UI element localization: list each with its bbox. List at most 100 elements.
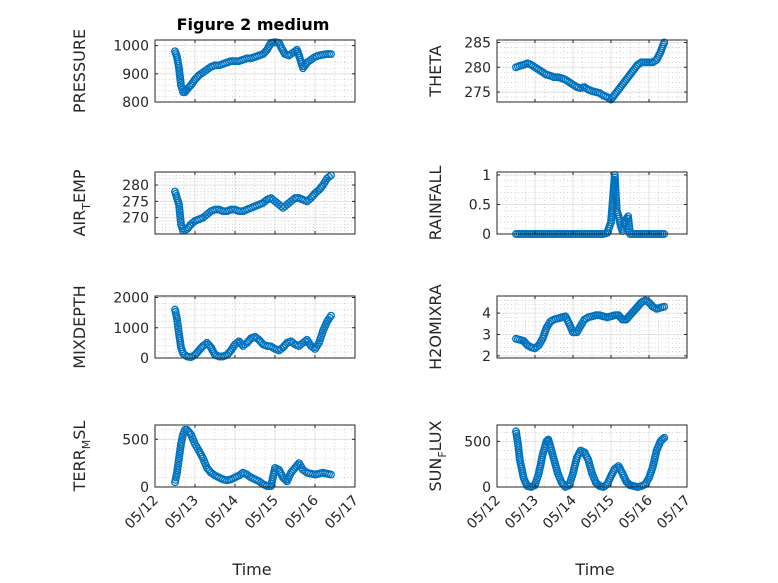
y-axis-label: SUNFLUX	[426, 420, 449, 491]
subplot-2: 275 280 285 THETA	[426, 35, 688, 104]
tick-marks	[496, 425, 688, 488]
y-axis-label-rest: LUX	[426, 420, 445, 451]
y-tick-label: 900	[122, 67, 149, 83]
data-point	[233, 338, 241, 347]
data-point	[611, 181, 620, 190]
data-point	[660, 302, 669, 311]
y-tick-label: 285	[464, 35, 491, 51]
data-point	[612, 196, 621, 205]
data-point	[185, 429, 194, 437]
x-tick-label: 05/14	[540, 492, 580, 532]
data-point	[327, 50, 335, 59]
data-point	[257, 478, 265, 487]
data-point	[611, 176, 620, 184]
data-point	[660, 38, 669, 47]
y-tick-label: 280	[122, 178, 149, 194]
y-tick-label: 280	[464, 60, 491, 76]
tick-marks	[154, 40, 356, 103]
data-point	[657, 436, 666, 445]
x-tick-label: 05/12	[122, 493, 162, 533]
axes-box	[496, 295, 688, 359]
data-point	[201, 340, 209, 349]
y-axis-label-main: AIR	[70, 210, 89, 237]
data-point	[209, 470, 217, 479]
subplot-7: 0 500 TERRMSL 05/12 05/13 05/14 05/15 05/16 05/1…	[70, 421, 362, 533]
y-axis-label: THETA	[426, 45, 445, 97]
axes-box	[154, 295, 356, 359]
y-axis-label: AIRTEMP	[70, 169, 93, 236]
y-tick-label: 500	[464, 434, 491, 450]
data-point	[189, 218, 197, 227]
axes-box	[496, 171, 688, 235]
x-tick-label: 05/14	[202, 492, 242, 532]
y-tick-label: 1	[482, 168, 491, 184]
data-point	[245, 472, 253, 480]
subplot-4: 0 0.5 1 RAINFALL	[426, 166, 688, 243]
data-point	[325, 172, 333, 181]
y-tick-label: 270	[122, 211, 149, 227]
y-tick-label: 0	[140, 351, 149, 367]
y-tick-label: 275	[122, 194, 149, 210]
y-axis-label: PRESSURE	[70, 29, 89, 113]
subplot-8: 0 500 SUNFLUX 05/1205/1305/1405/1505/1605/1…	[426, 420, 694, 532]
data-series	[512, 38, 669, 104]
tick-marks	[154, 425, 356, 488]
y-axis-label-main: H2OMIXRA	[426, 284, 445, 370]
minor-grid	[497, 172, 687, 234]
y-axis-label-sub: F	[436, 451, 449, 457]
data-point	[611, 191, 620, 200]
x-tick-label: 05/16	[282, 492, 322, 532]
x-tick-label: 05/13	[502, 493, 542, 533]
subplot-6: 2 3 4 H2OMIXRA	[426, 284, 688, 370]
data-point	[611, 183, 620, 192]
data-point	[610, 173, 619, 182]
y-tick-label: 3	[482, 327, 491, 343]
y-axis-label: RAINFALL	[426, 166, 445, 241]
y-axis-label-main: MIXDEPTH	[70, 285, 89, 368]
y-axis-label-rest: SL	[70, 421, 89, 440]
x-axis-label-right: Time	[574, 560, 614, 579]
y-tick-label: 2	[482, 349, 491, 365]
data-series	[171, 171, 335, 235]
y-axis-label: H2OMIXRA	[426, 284, 445, 370]
x-tick-label: 05/17	[654, 493, 694, 533]
tick-marks	[496, 40, 688, 102]
plot-area	[496, 171, 688, 235]
data-point	[611, 178, 620, 187]
y-axis-label-main: PRESSURE	[70, 29, 89, 113]
data-point	[658, 435, 667, 443]
y-axis-label: TERRMSL	[70, 421, 93, 493]
y-axis-label-sub: T	[80, 203, 93, 211]
y-axis-label-rest: EMP	[70, 169, 89, 203]
data-point	[635, 59, 644, 68]
y-tick-label: 1000	[113, 321, 149, 337]
tick-marks	[154, 172, 356, 234]
tick-marks	[496, 172, 688, 235]
data-series	[171, 38, 335, 97]
data-point	[611, 186, 620, 195]
y-tick-label: 500	[122, 432, 149, 448]
data-series	[171, 305, 335, 362]
y-tick-label: 0	[140, 480, 149, 496]
data-point	[205, 208, 213, 217]
axes-box	[496, 424, 688, 488]
x-tick-label: 05/16	[616, 492, 656, 532]
y-axis-label-main: TERR	[70, 449, 89, 492]
axes-box	[154, 39, 356, 103]
y-tick-label: 0.5	[469, 197, 491, 213]
tick-marks	[154, 296, 356, 359]
x-tick-label: 05/12	[464, 493, 504, 533]
y-axis-label-sub: M	[80, 440, 93, 450]
y-axis-label: MIXDEPTH	[70, 285, 89, 368]
data-series	[171, 425, 335, 490]
subplot-5: 0 1000 2000 MIXDEPTH	[70, 285, 356, 369]
y-axis-label-main: THETA	[426, 45, 445, 97]
data-series	[512, 427, 669, 491]
x-tick-label: 05/15	[242, 493, 282, 533]
tick-marks	[496, 296, 688, 358]
y-tick-label: 4	[482, 306, 491, 322]
data-point	[237, 340, 246, 349]
